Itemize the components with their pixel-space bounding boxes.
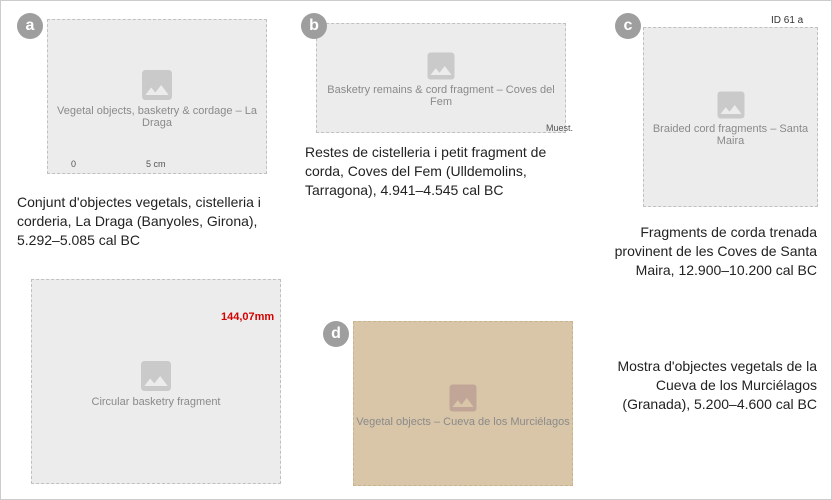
image-icon — [713, 87, 749, 123]
figure-image-b: Basketry remains & cord fragment – Coves… — [316, 23, 566, 133]
figure-image-a-top: Vegetal objects, basketry & cordage – La… — [47, 19, 267, 174]
image-icon — [423, 48, 459, 84]
panel-badge-b: b — [301, 13, 327, 39]
figure-image-b-alt: Basketry remains & cord fragment – Coves… — [317, 84, 565, 108]
id-label-c: ID 61 a — [771, 15, 803, 26]
measurement-label: 144,07mm — [221, 311, 274, 323]
figure-image-c: Braided cord fragments – Santa Maira — [643, 27, 818, 207]
caption-a: Conjunt d'objectes vegetals, cistelleria… — [17, 193, 277, 250]
scale-a-label: 5 cm — [146, 159, 166, 169]
panel-badge-d: d — [323, 321, 349, 347]
caption-b: Restes de cistelleria i petit fragment d… — [305, 143, 583, 200]
figure-image-c-alt: Braided cord fragments – Santa Maira — [644, 123, 817, 147]
image-icon — [137, 65, 177, 105]
figure-image-a-bottom-alt: Circular basketry fragment — [92, 396, 221, 408]
panel-badge-c: c — [615, 13, 641, 39]
panel-badge-a: a — [17, 13, 43, 39]
image-icon — [445, 380, 481, 416]
image-icon — [136, 356, 176, 396]
photo-credit-b: Muest. — [546, 123, 573, 133]
figure-image-d-alt: Vegetal objects – Cueva de los Murciélag… — [356, 416, 569, 428]
figure-image-d: Vegetal objects – Cueva de los Murciélag… — [353, 321, 573, 486]
figure-image-a-top-alt: Vegetal objects, basketry & cordage – La… — [48, 105, 266, 129]
caption-d: Mostra d'objectes vegetals de la Cueva d… — [593, 357, 817, 414]
figure-image-a-bottom: Circular basketry fragment — [31, 279, 281, 484]
caption-c: Fragments de corda trenada provinent de … — [601, 223, 817, 280]
scale-a-zero: 0 — [71, 159, 76, 169]
